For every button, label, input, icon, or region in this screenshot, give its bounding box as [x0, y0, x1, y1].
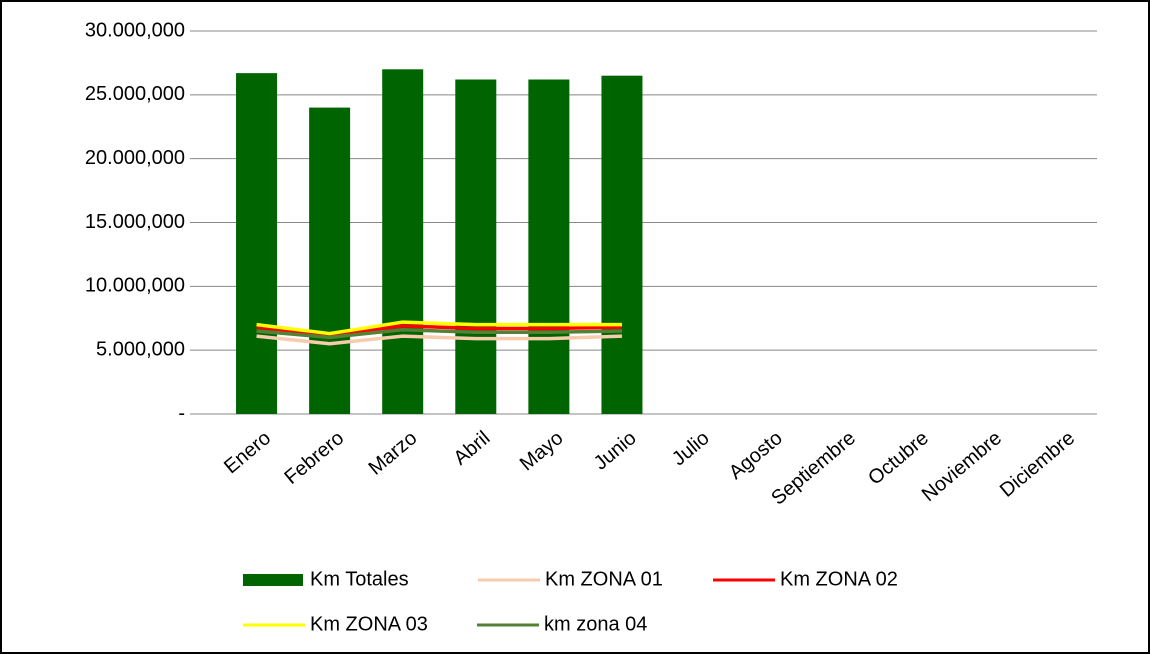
legend-label: Km ZONA 02 [780, 568, 898, 590]
legend-label: Km Totales [310, 568, 409, 590]
y-tick-label: 30.000,000 [85, 19, 185, 41]
y-tick-label: 20.000,000 [85, 147, 185, 169]
bar [309, 107, 351, 414]
legend-label: Km ZONA 01 [545, 568, 663, 590]
line [256, 327, 622, 340]
bar [601, 75, 643, 414]
y-tick-label: 15.000,000 [85, 211, 185, 233]
line [256, 334, 623, 346]
bar [236, 73, 278, 414]
legend-label: Km ZONA 03 [310, 613, 428, 635]
legend-swatch [243, 574, 303, 586]
y-tick-label: 25.000,000 [85, 83, 185, 105]
y-tick-label: 5.000,000 [96, 338, 185, 360]
y-tick-label: 10.000,000 [85, 275, 185, 297]
bar [528, 79, 570, 414]
line [256, 320, 622, 336]
bar [382, 69, 424, 415]
bar [455, 79, 497, 414]
y-tick-label: - [178, 402, 185, 424]
legend-label: km zona 04 [544, 613, 647, 635]
